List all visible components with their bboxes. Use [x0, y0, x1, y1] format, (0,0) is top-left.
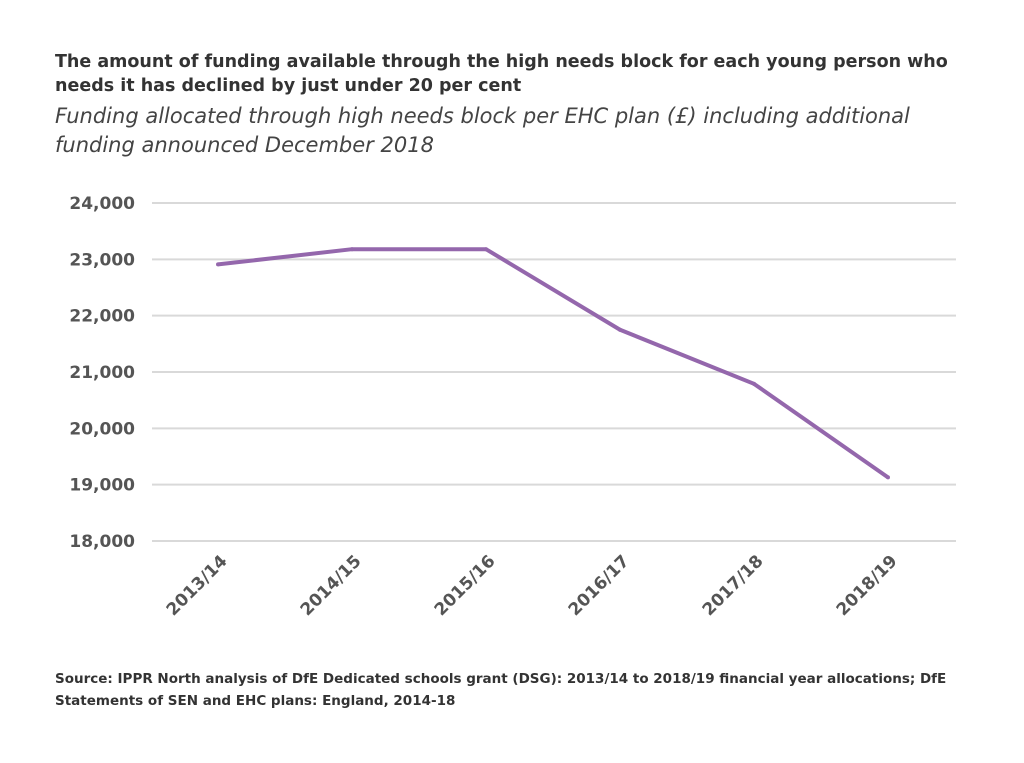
chart-subtitle: Funding allocated through high needs blo… — [55, 104, 910, 157]
y-tick-label: 23,000 — [69, 250, 135, 270]
series-line — [217, 247, 890, 479]
y-tick-label: 20,000 — [69, 419, 135, 439]
y-tick-label: 19,000 — [69, 476, 135, 496]
data-point — [350, 247, 354, 252]
data-point — [752, 381, 756, 386]
y-tick-label: 18,000 — [69, 532, 135, 552]
data-point — [216, 262, 220, 267]
x-tick-label: 2014/15 — [297, 551, 366, 620]
data-point — [886, 475, 890, 480]
y-tick-label: 22,000 — [69, 307, 135, 327]
data-point — [484, 247, 488, 252]
x-tick-label: 2015/16 — [431, 551, 500, 620]
x-tick-label: 2017/18 — [699, 551, 768, 620]
x-tick-label: 2018/19 — [833, 551, 902, 620]
chart-title: The amount of funding available through … — [55, 52, 948, 96]
y-tick-label: 24,000 — [69, 194, 135, 214]
x-tick-label: 2013/14 — [163, 551, 232, 620]
x-tick-label: 2016/17 — [565, 551, 634, 620]
data-point — [618, 327, 622, 332]
source-note: Source: IPPR North analysis of DfE Dedic… — [55, 671, 947, 709]
y-tick-label: 21,000 — [69, 363, 135, 383]
